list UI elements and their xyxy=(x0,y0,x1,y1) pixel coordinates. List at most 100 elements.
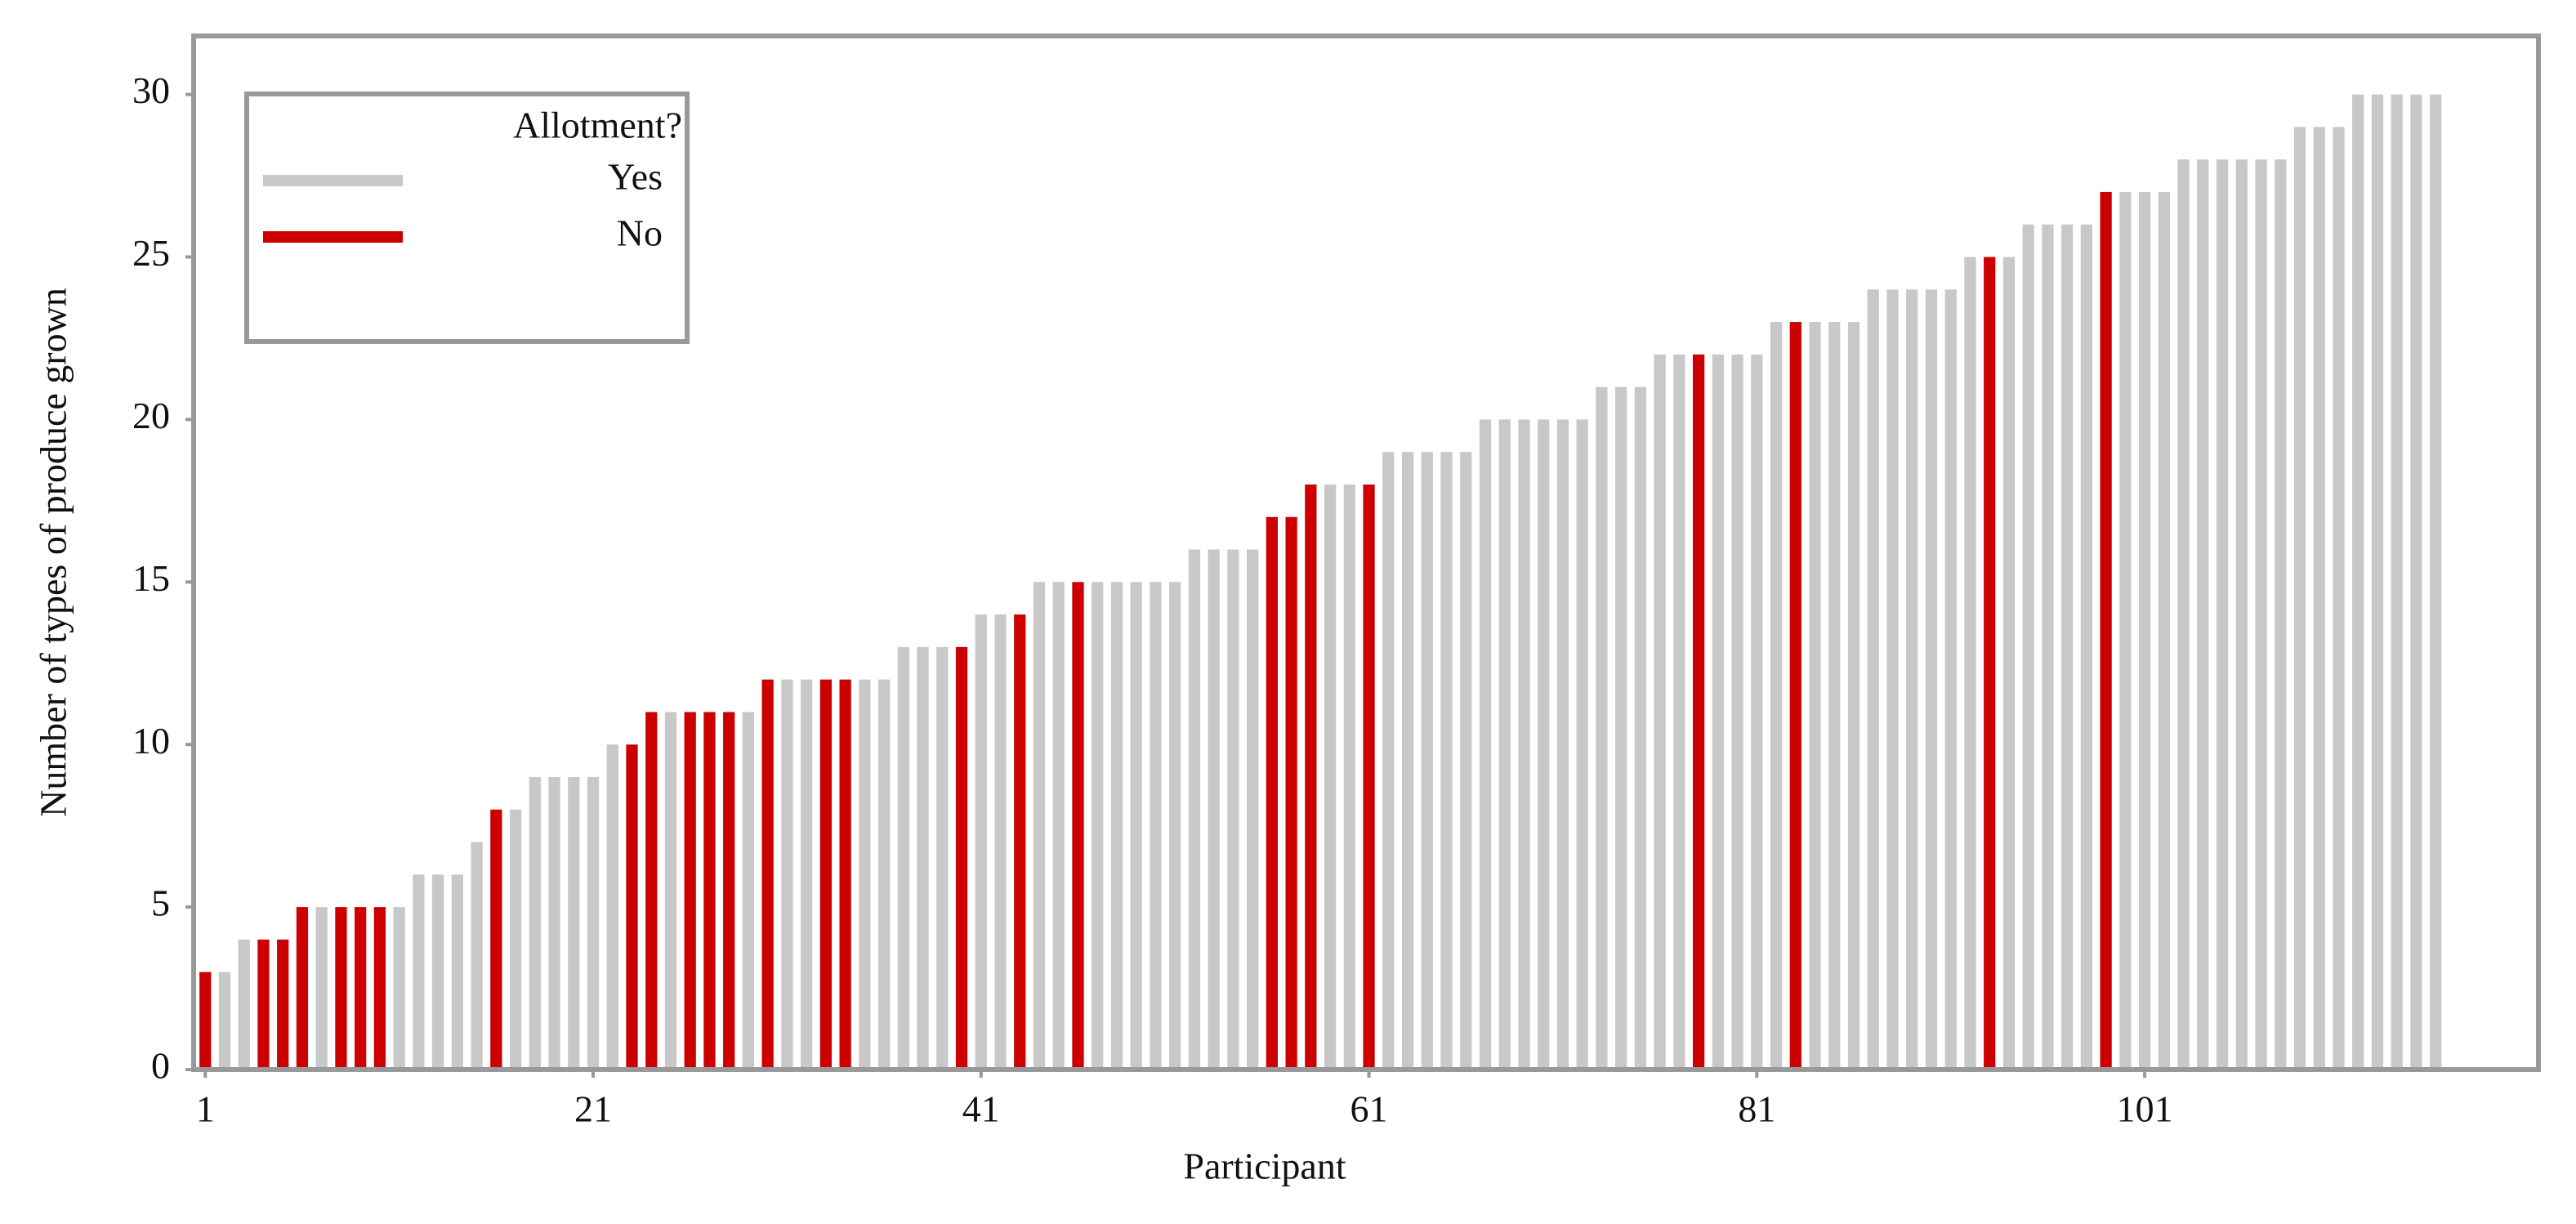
bar xyxy=(2002,257,2016,1070)
bar xyxy=(1460,452,1472,1070)
bar xyxy=(723,712,735,1070)
bar xyxy=(1479,419,1492,1070)
bar xyxy=(471,842,483,1070)
bar xyxy=(1130,582,1142,1070)
bar xyxy=(664,712,677,1070)
bar xyxy=(587,776,600,1070)
bar xyxy=(2158,191,2170,1070)
bar xyxy=(2061,224,2074,1070)
bar xyxy=(684,712,696,1070)
y-tick-label: 5 xyxy=(151,882,170,924)
bar xyxy=(431,874,444,1070)
bar xyxy=(859,679,871,1070)
bar xyxy=(296,907,309,1070)
bar xyxy=(451,874,463,1070)
x-tick-label: 101 xyxy=(2117,1088,2173,1130)
bar xyxy=(955,646,968,1070)
x-tick-label: 21 xyxy=(574,1088,612,1130)
bar xyxy=(1984,257,1996,1070)
x-tick-label: 81 xyxy=(1738,1088,1775,1130)
x-tick-label: 41 xyxy=(962,1088,1000,1130)
bar xyxy=(936,646,949,1070)
bar xyxy=(645,712,658,1070)
bar xyxy=(1576,419,1588,1070)
bar xyxy=(1343,484,1355,1070)
bar xyxy=(742,712,755,1070)
legend-title: Allotment? xyxy=(513,105,682,146)
bar xyxy=(2216,159,2229,1070)
bar xyxy=(2235,159,2248,1070)
bar xyxy=(1285,516,1297,1070)
bar xyxy=(1538,419,1550,1070)
y-axis-label: Number of types of produce grown xyxy=(33,288,74,817)
bar xyxy=(1634,386,1647,1070)
legend-label: Yes xyxy=(608,156,663,198)
bar xyxy=(2333,127,2345,1070)
x-axis-label: Participant xyxy=(1183,1146,1346,1187)
bar xyxy=(1266,516,1278,1070)
bar xyxy=(568,776,580,1070)
bar xyxy=(2119,191,2132,1070)
bar xyxy=(917,646,929,1070)
bar xyxy=(1401,452,1414,1070)
y-tick-label: 20 xyxy=(132,395,170,436)
bar xyxy=(1673,354,1685,1070)
bar xyxy=(877,679,891,1070)
bar xyxy=(1751,354,1763,1070)
bar xyxy=(761,679,774,1070)
bar xyxy=(1305,484,1317,1070)
bar xyxy=(1712,354,1724,1070)
bar xyxy=(2022,224,2034,1070)
bar xyxy=(1033,582,1046,1070)
bar xyxy=(529,776,541,1070)
bar xyxy=(2080,224,2093,1070)
x-tick-label: 61 xyxy=(1351,1088,1388,1130)
bar xyxy=(1072,582,1084,1070)
bar xyxy=(1363,484,1375,1070)
y-tick-label: 10 xyxy=(132,720,170,762)
bar xyxy=(703,712,716,1070)
bar xyxy=(975,614,987,1070)
bar xyxy=(1867,289,1879,1070)
bar xyxy=(2177,159,2190,1070)
bar xyxy=(1906,289,1918,1070)
bar xyxy=(1770,322,1783,1070)
y-tick-label: 30 xyxy=(132,69,170,111)
bar xyxy=(2100,191,2112,1070)
bar xyxy=(413,874,425,1070)
bar xyxy=(1925,289,1938,1070)
bar xyxy=(238,939,250,1070)
bar xyxy=(1440,452,1453,1070)
bar xyxy=(1052,582,1065,1070)
bar xyxy=(1227,549,1239,1070)
bar xyxy=(994,614,1007,1070)
bar xyxy=(1654,354,1666,1070)
bar xyxy=(1421,452,1433,1070)
bar xyxy=(277,939,289,1070)
bar xyxy=(1208,549,1220,1070)
bar xyxy=(1518,419,1530,1070)
legend-box xyxy=(244,92,690,344)
bar xyxy=(1498,419,1511,1070)
bar xyxy=(1382,452,1395,1070)
bar xyxy=(1964,257,1976,1070)
bar xyxy=(1828,322,1841,1070)
bar xyxy=(1692,354,1705,1070)
bar xyxy=(1944,289,1957,1070)
bar xyxy=(2275,159,2287,1070)
bar xyxy=(1886,289,1899,1070)
y-tick-label: 25 xyxy=(132,232,170,274)
bar xyxy=(315,907,328,1070)
bar xyxy=(1092,582,1104,1070)
bar xyxy=(2391,94,2403,1070)
bar xyxy=(819,679,833,1070)
bar xyxy=(839,679,851,1070)
bar xyxy=(801,679,813,1070)
bar xyxy=(218,972,231,1070)
bar xyxy=(393,907,405,1070)
bar xyxy=(199,972,212,1070)
bar xyxy=(548,776,560,1070)
x-tick-label: 1 xyxy=(196,1088,215,1130)
bar xyxy=(1188,549,1201,1070)
